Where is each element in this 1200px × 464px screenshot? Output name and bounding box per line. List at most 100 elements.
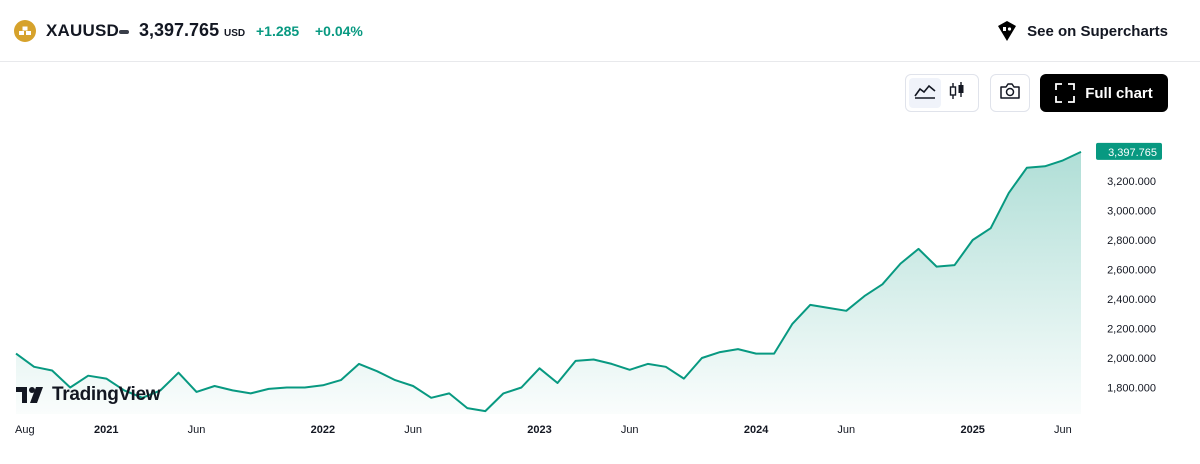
- area-chart-icon: [914, 83, 936, 104]
- data-point: [1026, 167, 1028, 169]
- data-point: [863, 295, 865, 297]
- data-point: [502, 392, 504, 394]
- chart-style-toggle: [905, 74, 979, 112]
- data-point: [268, 388, 270, 390]
- data-point: [340, 379, 342, 381]
- x-tick-label: Jun: [404, 424, 422, 436]
- tradingview-logo[interactable]: TradingView: [16, 384, 161, 406]
- last-price-label: 3,397.765: [1108, 147, 1157, 159]
- data-point: [394, 379, 396, 381]
- data-point: [647, 363, 649, 365]
- y-tick-label: 2,800.000: [1107, 235, 1156, 247]
- data-point: [972, 239, 974, 241]
- x-tick-label: Jun: [188, 424, 206, 436]
- tradingview-wordmark: TradingView: [52, 384, 161, 405]
- data-point: [177, 372, 179, 374]
- data-point: [592, 358, 594, 360]
- data-point: [430, 397, 432, 399]
- symbol-name[interactable]: XAUUSD: [46, 21, 119, 40]
- data-point: [899, 262, 901, 264]
- y-tick-label: 3,200.000: [1107, 176, 1156, 188]
- data-point: [51, 369, 53, 371]
- tradingview-mark-icon: [16, 385, 46, 405]
- tradingview-shield-icon: [995, 19, 1019, 43]
- last-price-badge: [1096, 142, 1162, 160]
- candlestick-icon: [948, 81, 966, 106]
- data-point: [250, 392, 252, 394]
- see-on-supercharts-label: See on Supercharts: [1027, 22, 1168, 40]
- area-chart-button[interactable]: [909, 78, 941, 108]
- see-on-supercharts-link[interactable]: See on Supercharts: [995, 18, 1168, 44]
- x-tick-label: Jun: [621, 424, 639, 436]
- data-point: [286, 386, 288, 388]
- gold-bars-icon[interactable]: [14, 20, 36, 42]
- data-point: [87, 375, 89, 377]
- x-tick-label: Jun: [837, 424, 855, 436]
- data-point: [845, 310, 847, 312]
- candlestick-button[interactable]: [941, 78, 973, 108]
- data-point: [520, 386, 522, 388]
- data-point: [15, 352, 17, 354]
- data-point: [683, 377, 685, 379]
- screenshot-button[interactable]: [990, 74, 1030, 112]
- data-point: [755, 352, 757, 354]
- data-point: [665, 366, 667, 368]
- x-tick-label: 2021: [94, 424, 118, 436]
- data-point: [773, 352, 775, 354]
- y-tick-label: 2,000.000: [1107, 353, 1156, 365]
- price-line: [15, 150, 1082, 413]
- last-price: 3,397.765: [139, 20, 220, 40]
- market-status-dash: [119, 30, 129, 34]
- y-tick-label: 2,600.000: [1107, 265, 1156, 277]
- data-point: [574, 360, 576, 362]
- y-tick-label: 1,800.000: [1107, 383, 1156, 395]
- camera-icon: [999, 82, 1021, 105]
- price-change-percent: +0.04%: [315, 23, 363, 39]
- price-change: +1.285: [256, 23, 300, 39]
- x-tick-label: 2025: [960, 424, 984, 436]
- data-point: [231, 389, 233, 391]
- data-point: [917, 248, 919, 250]
- data-point: [1008, 192, 1010, 194]
- data-point: [466, 407, 468, 409]
- data-point: [376, 370, 378, 372]
- data-point: [827, 307, 829, 309]
- data-point: [990, 227, 992, 229]
- y-tick-label: 3,000.000: [1107, 206, 1156, 218]
- y-tick-label: 2,200.000: [1107, 324, 1156, 336]
- full-chart-label: Full chart: [1085, 84, 1153, 102]
- data-point: [484, 410, 486, 412]
- data-point: [538, 367, 540, 369]
- data-point: [448, 392, 450, 394]
- data-point: [304, 386, 306, 388]
- data-point: [412, 385, 414, 387]
- data-point: [358, 363, 360, 365]
- x-tick-label: 2023: [527, 424, 551, 436]
- data-point: [809, 304, 811, 306]
- data-point: [719, 351, 721, 353]
- data-point: [1080, 151, 1082, 153]
- y-tick-label: 2,400.000: [1107, 294, 1156, 306]
- data-point: [737, 348, 739, 350]
- full-chart-button[interactable]: Full chart: [1040, 74, 1168, 112]
- data-point: [105, 377, 107, 379]
- x-tick-label: 2022: [311, 424, 335, 436]
- currency-label: USD: [224, 28, 246, 39]
- x-tick-label: Aug: [15, 424, 35, 436]
- x-tick-label: 2024: [744, 424, 769, 436]
- data-point: [935, 265, 937, 267]
- data-point: [629, 369, 631, 371]
- data-point: [881, 283, 883, 285]
- data-point: [195, 391, 197, 393]
- data-point: [611, 363, 613, 365]
- data-point: [953, 264, 955, 266]
- header-bar: XAUUSD 3,397.765 USD +1.285 +0.04% See o…: [0, 0, 1200, 62]
- data-point: [1062, 159, 1064, 161]
- data-point: [33, 366, 35, 368]
- data-point: [701, 357, 703, 359]
- data-point: [556, 382, 558, 384]
- data-point: [1044, 165, 1046, 167]
- data-point: [213, 385, 215, 387]
- x-tick-label: Jun: [1054, 424, 1072, 436]
